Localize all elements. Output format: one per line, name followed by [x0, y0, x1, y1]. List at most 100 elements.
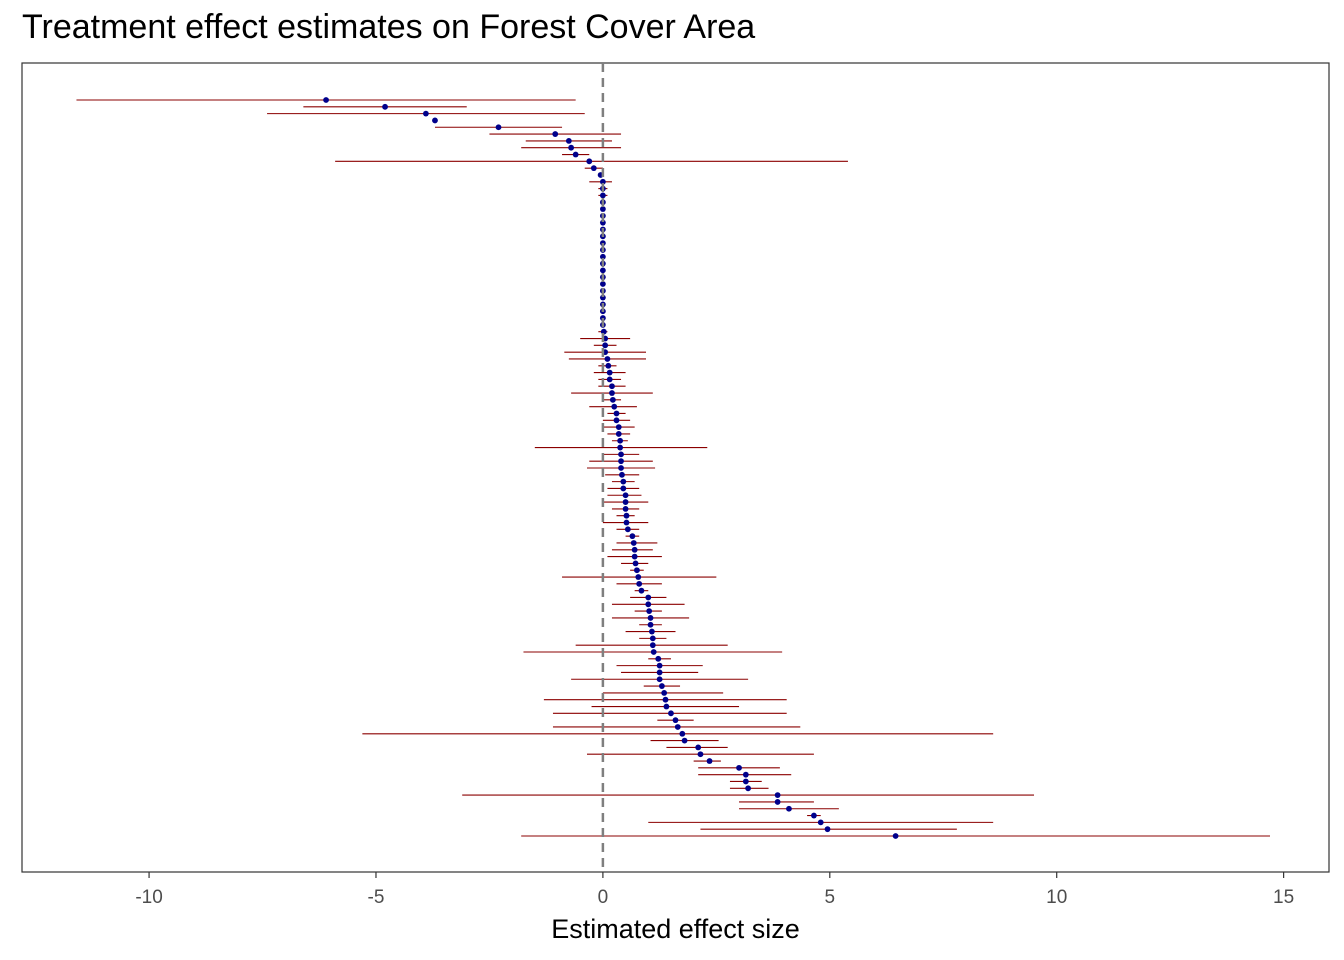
estimate-point [617, 444, 624, 451]
estimate-point [495, 124, 502, 131]
estimate-point [615, 424, 622, 431]
estimate-point [706, 758, 713, 764]
estimate-point [422, 110, 429, 117]
estimate-point [668, 710, 674, 717]
estimate-point [622, 492, 629, 499]
estimate-point [655, 655, 662, 662]
estimate-point [742, 771, 749, 778]
estimate-point [636, 580, 643, 587]
estimate-point [602, 342, 609, 349]
estimate-point [432, 117, 438, 124]
estimate-point [663, 703, 670, 710]
x-tick-label: -10 [135, 887, 162, 908]
estimate-point [565, 137, 572, 144]
estimate-point [615, 431, 622, 437]
estimate-point [599, 294, 606, 301]
estimate-point [618, 465, 624, 471]
estimate-point [606, 369, 613, 376]
estimate-point [613, 417, 620, 424]
x-axis: -10 -5 0 5 10 15 [135, 872, 1294, 908]
estimate-point [599, 178, 606, 185]
estimate-point [649, 635, 656, 642]
estimate-point [617, 437, 624, 444]
estimate-point [599, 192, 606, 199]
estimate-point [662, 696, 669, 703]
estimate-point [620, 478, 627, 485]
estimate-point [631, 546, 638, 553]
estimate-point [736, 764, 742, 771]
estimate-point [646, 608, 653, 615]
estimate-point [623, 512, 630, 519]
estimate-point [774, 792, 781, 799]
estimate-point [631, 553, 638, 560]
estimate-point [604, 356, 611, 362]
estimate-point [323, 97, 329, 103]
estimate-point [599, 219, 606, 226]
estimate-point [586, 158, 593, 165]
estimate-point [647, 621, 654, 628]
estimate-point [618, 458, 624, 465]
estimate-point [681, 737, 688, 744]
estimate-point [622, 505, 629, 512]
estimate-point [599, 206, 606, 212]
estimate-point [629, 533, 636, 540]
estimate-point [672, 717, 679, 724]
estimate-point [624, 526, 631, 533]
x-tick-label: -5 [368, 887, 385, 908]
estimate-point [742, 778, 749, 785]
estimate-point [892, 833, 899, 839]
x-tick-label: 10 [1046, 887, 1067, 908]
estimate-point [647, 615, 654, 621]
estimate-point [824, 826, 831, 833]
x-axis-title: Estimated effect size [551, 914, 800, 944]
estimate-point [695, 744, 702, 751]
estimate-point [552, 131, 559, 137]
estimate-point [745, 785, 752, 792]
estimate-point [634, 567, 640, 574]
estimate-point [656, 669, 663, 676]
estimate-point [697, 751, 704, 758]
estimate-point [774, 799, 781, 805]
estimate-point [649, 642, 656, 649]
plot-marks [76, 97, 1271, 839]
estimate-point [645, 601, 652, 608]
estimate-point [679, 730, 686, 737]
estimate-point [606, 376, 613, 383]
estimate-point [572, 151, 579, 158]
estimate-point [622, 499, 629, 505]
estimate-point [645, 594, 652, 601]
estimate-point [618, 451, 624, 458]
estimate-point [609, 390, 615, 396]
estimate-point [590, 165, 597, 172]
x-tick-label: 0 [598, 887, 609, 908]
estimate-point [635, 574, 642, 580]
estimate-point [786, 805, 792, 812]
estimate-point [658, 683, 665, 689]
estimate-point [599, 253, 606, 260]
estimate-point [656, 662, 663, 669]
estimate-point [623, 519, 630, 526]
estimate-point [650, 649, 657, 655]
estimate-point [609, 396, 616, 403]
estimate-point [630, 540, 637, 546]
x-tick-label: 5 [825, 887, 836, 908]
estimate-point [599, 267, 606, 274]
estimate-point [632, 560, 639, 567]
estimate-point [599, 281, 606, 287]
estimate-point [568, 144, 575, 151]
estimate-point [605, 362, 612, 369]
estimate-point [638, 587, 645, 594]
estimate-point [661, 689, 668, 696]
plot-panel-border [21, 62, 1330, 873]
estimate-point [656, 676, 663, 683]
estimate-point [674, 724, 681, 730]
estimate-point [609, 383, 615, 390]
estimate-point [619, 471, 625, 478]
estimate-point [382, 103, 388, 110]
x-tick-label: 15 [1273, 887, 1294, 908]
estimate-point [620, 485, 627, 492]
chart-title: Treatment effect estimates on Forest Cov… [22, 8, 756, 46]
estimate-point [811, 812, 817, 819]
